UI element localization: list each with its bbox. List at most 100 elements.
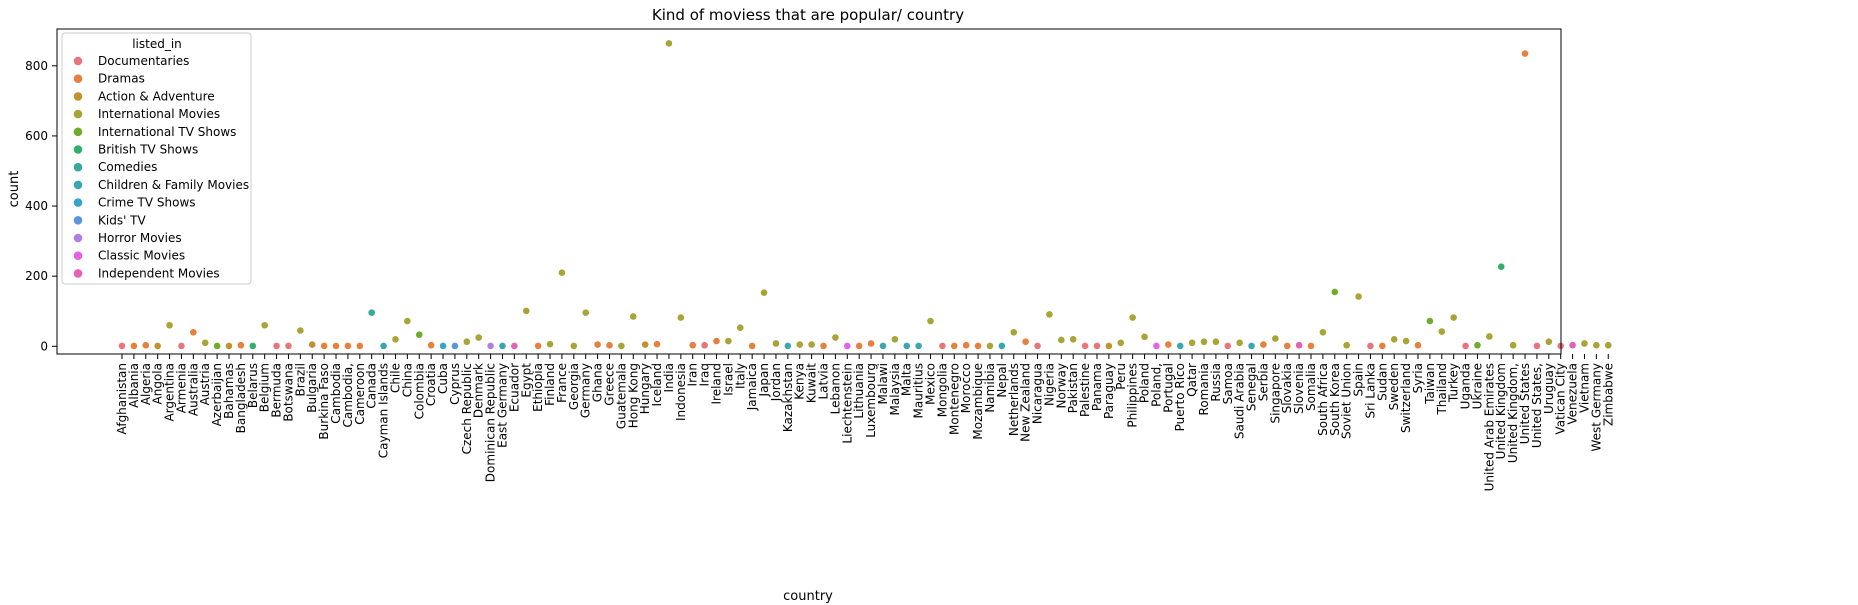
x-tick-label: Hungary — [638, 363, 652, 414]
x-tick-label: Switzerland — [1399, 363, 1413, 433]
x-tick-label: Kenya — [793, 363, 807, 400]
data-point — [1497, 263, 1505, 271]
legend-entries: Documentaries Dramas Action & Adventure Int… — [73, 54, 249, 280]
legend-label: Comedies — [98, 160, 157, 174]
legend-marker — [73, 198, 83, 207]
data-point — [677, 314, 685, 321]
x-tick-label: Slovakia — [1280, 363, 1294, 413]
x-tick-label: South Korea — [1328, 363, 1342, 436]
x-tick-label: United Kingdom, — [1506, 363, 1520, 463]
x-tick-label: Finland — [543, 363, 557, 406]
data-point — [1212, 338, 1220, 346]
data-point — [118, 342, 126, 350]
legend-label: Horror Movies — [98, 231, 182, 245]
data-point — [641, 341, 649, 348]
data-point — [1153, 342, 1160, 350]
data-point — [427, 341, 435, 349]
data-point — [939, 342, 946, 350]
x-tick-label: Cambodia, — [341, 363, 355, 428]
data-point — [784, 342, 792, 350]
x-tick-label: Venezuela — [1566, 363, 1580, 425]
x-tick-label: Poland — [1138, 363, 1152, 403]
x-tick-label: Nigeria — [1042, 363, 1056, 406]
x-tick-label: South Africa — [1316, 363, 1330, 436]
x-tick-label: United Arab Emirates — [1482, 363, 1496, 491]
x-tick-label: Bangladesh — [234, 363, 248, 433]
data-point — [475, 334, 483, 341]
x-axis-label: country — [783, 589, 833, 604]
legend-marker — [73, 74, 83, 83]
legend-marker — [73, 127, 83, 137]
data-point — [154, 342, 161, 350]
data-point — [1604, 341, 1612, 349]
x-tick-label: New Zealand — [1019, 363, 1033, 442]
x-tick-label: Mozambique — [971, 363, 985, 440]
data-point — [618, 342, 625, 350]
x-tick-label: Portugal — [1161, 363, 1175, 413]
x-tick-label: France — [555, 363, 569, 403]
data-point — [522, 307, 530, 315]
data-point — [344, 342, 352, 350]
x-tick-label: Guatemala — [614, 363, 628, 429]
data-point — [1438, 328, 1446, 335]
data-point — [201, 339, 209, 347]
x-tick-label: Senegal — [1245, 363, 1259, 411]
data-point — [1593, 341, 1600, 349]
x-tick-label: Uruguay — [1542, 363, 1556, 414]
x-tick-label: Bahamas — [222, 363, 236, 419]
data-point — [1224, 342, 1232, 350]
x-tick-label: Jordan — [769, 363, 783, 402]
x-tick-label: Belgium — [258, 363, 272, 412]
x-tick-label: Cayman Islands — [377, 363, 391, 458]
data-point — [1367, 342, 1374, 350]
x-tick-label: Kuwait — [805, 363, 819, 403]
data-point — [1105, 342, 1113, 350]
x-tick-label: Argentina — [163, 363, 177, 422]
x-tick-label: Soviet Union — [1340, 363, 1354, 439]
x-axis: AfghanistanAlbaniaAlgeriaAngolaArgentina… — [115, 354, 1615, 491]
data-point — [285, 342, 292, 350]
x-tick-label: Morocco — [959, 363, 973, 413]
x-tick-label: Mauritius — [912, 363, 926, 418]
data-point — [713, 337, 720, 345]
data-point — [1450, 314, 1457, 321]
legend-label: Action & Adventure — [98, 89, 215, 103]
data-point — [855, 342, 863, 350]
data-point — [237, 341, 245, 349]
x-tick-label: Burkina Faso — [317, 363, 331, 440]
data-points — [118, 40, 1612, 350]
x-tick-label: Jamaica — [745, 363, 759, 411]
data-point — [178, 342, 185, 350]
x-tick-label: Malaysia — [888, 363, 902, 415]
x-tick-label: Panama — [1090, 363, 1104, 411]
data-point — [1200, 338, 1208, 346]
x-tick-label: Puerto Rico — [1173, 363, 1187, 431]
data-point — [213, 342, 221, 350]
data-point — [1509, 341, 1517, 349]
x-tick-label: Vietnam — [1577, 363, 1591, 413]
x-tick-label: Czech Republic — [460, 363, 474, 454]
x-tick-label: Netherlands — [1007, 363, 1021, 436]
x-tick-label: East Germany — [495, 363, 509, 448]
x-tick-label: Montenegro — [947, 363, 961, 435]
data-point — [1081, 342, 1089, 350]
data-point — [1129, 314, 1136, 321]
data-point — [225, 342, 233, 350]
legend-label: British TV Shows — [98, 143, 198, 157]
data-point — [629, 313, 637, 320]
x-tick-label: Hong Kong — [626, 363, 640, 428]
data-point — [1260, 341, 1267, 348]
data-point — [1272, 335, 1279, 342]
x-tick-label: Kazakhstan — [781, 363, 795, 432]
data-point — [249, 342, 257, 350]
data-point — [843, 342, 851, 350]
x-tick-label: Egypt — [519, 363, 533, 398]
data-point — [1533, 342, 1541, 350]
x-tick-label: Spain — [1352, 363, 1366, 397]
x-tick-label: Germany — [579, 363, 593, 418]
data-point — [606, 341, 613, 349]
x-tick-label: Greece — [602, 363, 616, 406]
data-point — [1093, 342, 1101, 350]
data-point — [736, 324, 744, 332]
